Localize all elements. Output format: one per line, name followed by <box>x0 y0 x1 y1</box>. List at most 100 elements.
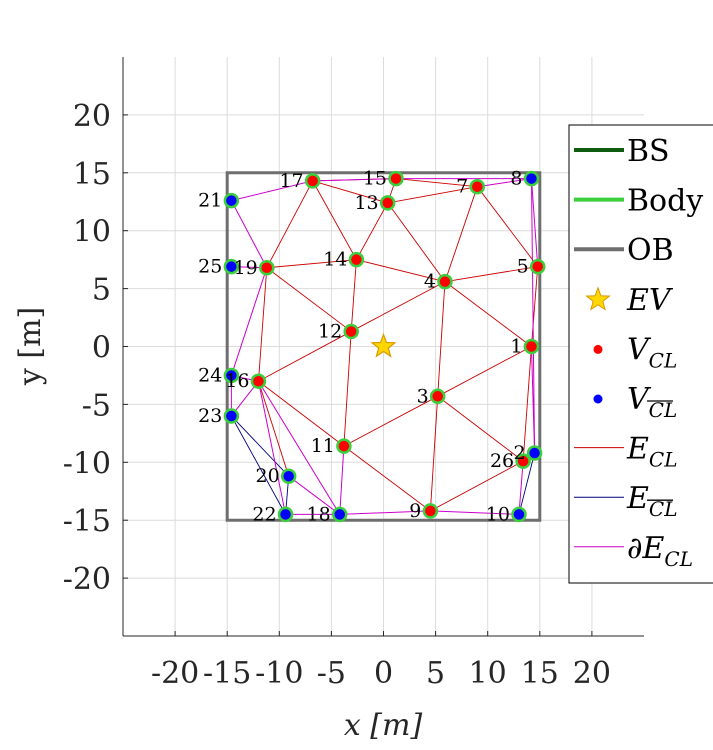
legend-label: OB <box>627 233 674 268</box>
node-label: 11 <box>311 435 335 457</box>
edge-cl <box>312 180 388 204</box>
legend-item-ob: OB <box>574 233 674 268</box>
node-15 <box>388 170 404 187</box>
edge-cl <box>531 266 539 347</box>
nodes <box>223 170 546 523</box>
x-tick-label: -5 <box>317 656 346 691</box>
node-label: 3 <box>417 385 429 407</box>
edge-boundary <box>231 180 313 202</box>
node-8 <box>523 170 540 187</box>
x-tick-label: 10 <box>469 656 507 691</box>
node-label: 13 <box>354 192 378 214</box>
y-tick-label: -5 <box>82 388 111 423</box>
x-tick-label: -15 <box>203 656 251 691</box>
node-1 <box>523 338 540 355</box>
node-17 <box>304 173 321 189</box>
edge-cl <box>387 202 446 282</box>
y-tick-label: 15 <box>73 157 111 192</box>
edge-cl <box>387 186 478 204</box>
legend-item-body: Body <box>574 184 703 219</box>
node-5 <box>529 258 546 275</box>
node-3 <box>429 388 446 405</box>
node-11 <box>336 438 352 454</box>
x-tick-label: -20 <box>151 656 199 691</box>
node-18 <box>331 506 348 523</box>
node-label: 18 <box>307 503 331 525</box>
node-label: 7 <box>456 176 468 198</box>
node-26 <box>515 453 531 469</box>
x-tick-label: 0 <box>374 656 393 691</box>
y-tick-label: -20 <box>63 562 111 597</box>
edges <box>230 178 539 515</box>
y-tick-label: -10 <box>63 446 111 481</box>
edge-boundary <box>312 178 397 182</box>
x-tick-label: 20 <box>573 656 611 691</box>
y-tick-label: -15 <box>63 504 111 539</box>
ob-rectangle <box>225 171 542 522</box>
edge-not-cl <box>230 415 286 515</box>
legend-item-v-cl: VCL <box>593 332 677 372</box>
node-label: 14 <box>323 249 347 271</box>
edge-boundary <box>230 267 268 376</box>
edge-cl <box>356 202 389 260</box>
edge-cl <box>266 259 357 269</box>
node-label: 15 <box>363 168 387 190</box>
legend-item-de-cl: ∂ECL <box>574 531 693 571</box>
node-25 <box>223 258 240 275</box>
legend-item-v-notcl: VCL <box>593 382 677 422</box>
edge-cl <box>356 259 446 283</box>
legend-item-bs: BS <box>574 134 670 169</box>
axes <box>122 57 644 637</box>
legend-dot <box>593 344 603 354</box>
legend-label: ECL <box>626 481 678 521</box>
node-label: 10 <box>486 503 510 525</box>
legend-label: VCL <box>627 382 677 422</box>
edge-cl <box>258 331 352 382</box>
node-13 <box>379 195 396 211</box>
edge-boundary <box>518 461 524 515</box>
x-tick-label: -10 <box>255 656 303 691</box>
edge-boundary <box>530 178 539 267</box>
legend-label: EV <box>626 283 674 318</box>
node-23 <box>223 408 240 424</box>
node-label: 24 <box>198 364 222 386</box>
node-label: 4 <box>424 271 436 293</box>
edge-boundary <box>257 381 287 515</box>
node-16 <box>250 373 267 389</box>
y-tick-label: 10 <box>73 215 111 250</box>
node-9 <box>422 503 439 519</box>
edge-cl <box>444 266 538 283</box>
node-22 <box>277 506 294 523</box>
ev-star <box>370 332 397 358</box>
edge-cl <box>258 267 268 382</box>
node-label: 16 <box>225 370 249 392</box>
legend-item-ev: EV <box>585 283 674 318</box>
edge-cl <box>350 259 357 332</box>
node-label: 8 <box>510 168 522 190</box>
legend: BS Body OB EV VCL VCL ECL ECL ∂ECL <box>568 124 713 584</box>
legend-label: BS <box>627 134 670 169</box>
legend-dot <box>593 394 603 404</box>
edge-cl <box>343 331 352 447</box>
edge-cl <box>437 281 446 397</box>
node-20 <box>280 468 297 484</box>
node-14 <box>348 251 365 268</box>
node-label: 20 <box>255 465 279 487</box>
y-tick-label: 0 <box>92 331 111 366</box>
edge-not-cl <box>231 415 290 477</box>
node-label: 21 <box>198 190 222 212</box>
node-label: 25 <box>198 256 222 278</box>
legend-label: ∂ECL <box>627 531 693 571</box>
edge-boundary <box>430 510 519 515</box>
node-7 <box>469 178 486 195</box>
node-10 <box>511 506 527 523</box>
legend-star <box>585 286 611 311</box>
node-label: 23 <box>198 405 222 427</box>
edge-cl <box>258 380 345 447</box>
node-label: 12 <box>318 320 342 342</box>
legend-item-e-cl: ECL <box>574 432 678 472</box>
node-24 <box>223 367 240 384</box>
edge-cl <box>430 460 524 512</box>
